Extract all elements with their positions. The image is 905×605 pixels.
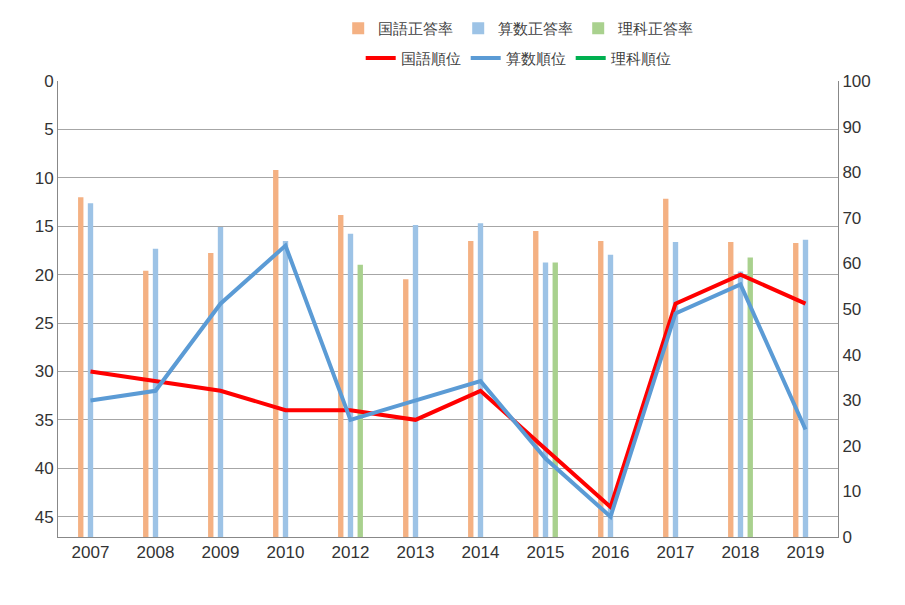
svg-text:2009: 2009 (202, 543, 240, 562)
svg-text:理科正答率: 理科正答率 (618, 20, 693, 37)
svg-text:2012: 2012 (332, 543, 370, 562)
svg-text:算数正答率: 算数正答率 (498, 20, 573, 37)
svg-text:5: 5 (44, 120, 53, 139)
svg-text:理科順位: 理科順位 (611, 50, 671, 67)
svg-text:50: 50 (842, 300, 861, 319)
svg-text:算数順位: 算数順位 (506, 50, 566, 67)
svg-text:2018: 2018 (722, 543, 760, 562)
svg-text:60: 60 (842, 254, 861, 273)
svg-text:70: 70 (842, 209, 861, 228)
svg-text:国語順位: 国語順位 (401, 50, 461, 67)
svg-text:2008: 2008 (137, 543, 175, 562)
svg-text:90: 90 (842, 118, 861, 137)
svg-text:2016: 2016 (592, 543, 630, 562)
svg-text:45: 45 (35, 508, 54, 527)
svg-text:0: 0 (44, 72, 53, 91)
svg-text:国語正答率: 国語正答率 (378, 20, 453, 37)
svg-text:2019: 2019 (787, 543, 825, 562)
svg-text:2015: 2015 (527, 543, 565, 562)
svg-text:2014: 2014 (462, 543, 500, 562)
svg-text:2017: 2017 (657, 543, 695, 562)
svg-text:2013: 2013 (397, 543, 435, 562)
svg-text:100: 100 (842, 72, 870, 91)
svg-text:40: 40 (842, 346, 861, 365)
svg-text:30: 30 (842, 391, 861, 410)
svg-text:40: 40 (35, 459, 54, 478)
svg-text:0: 0 (842, 528, 851, 547)
svg-text:10: 10 (35, 169, 54, 188)
svg-text:10: 10 (842, 482, 861, 501)
svg-text:2007: 2007 (72, 543, 110, 562)
svg-text:35: 35 (35, 411, 54, 430)
svg-text:20: 20 (842, 437, 861, 456)
svg-text:2010: 2010 (267, 543, 305, 562)
svg-text:15: 15 (35, 217, 54, 236)
svg-text:80: 80 (842, 163, 861, 182)
svg-text:30: 30 (35, 362, 54, 381)
svg-text:25: 25 (35, 314, 54, 333)
svg-text:20: 20 (35, 266, 54, 285)
